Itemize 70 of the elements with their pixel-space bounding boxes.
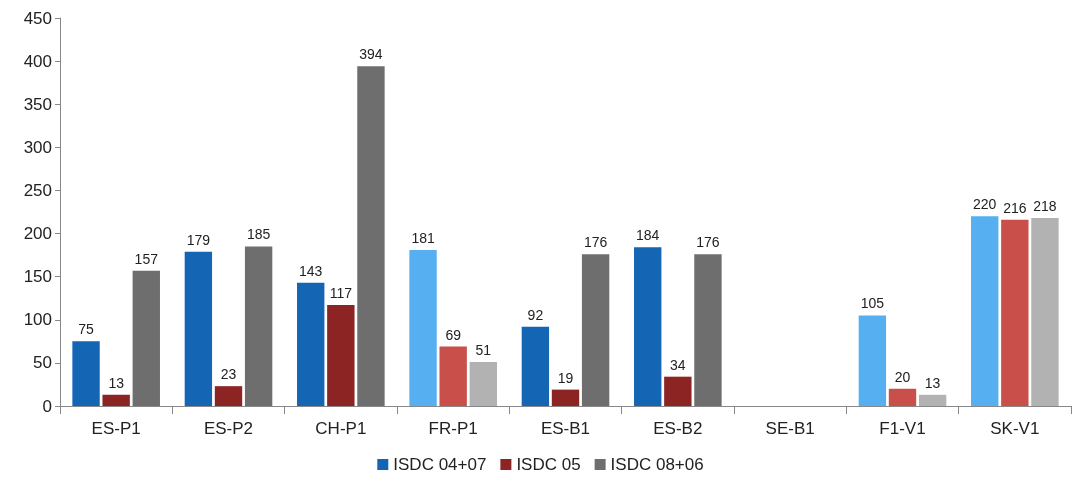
y-tick-label: 50 xyxy=(33,353,52,373)
y-tick-label: 100 xyxy=(23,310,52,330)
bar xyxy=(1031,218,1059,406)
data-label: 181 xyxy=(411,229,435,246)
bar xyxy=(184,251,213,406)
data-label: 117 xyxy=(329,285,353,302)
x-tick-label: ES-P1 xyxy=(91,419,141,438)
bar xyxy=(102,394,130,406)
data-label: 176 xyxy=(583,234,608,251)
bar xyxy=(521,326,550,406)
bar xyxy=(297,282,325,406)
y-tick-label: 450 xyxy=(23,8,52,28)
data-label: 220 xyxy=(973,196,997,213)
x-tick-label: CH-P1 xyxy=(315,419,367,438)
legend-label: ISDC 04+07 xyxy=(393,455,487,474)
data-label: 216 xyxy=(1003,199,1027,216)
bar xyxy=(888,388,917,406)
bar xyxy=(551,389,580,406)
bar xyxy=(971,216,999,406)
bar xyxy=(1001,219,1029,406)
x-tick-label: FR-P1 xyxy=(428,419,478,438)
data-label: 176 xyxy=(696,234,720,251)
x-tick-label: ES-P2 xyxy=(203,419,254,438)
data-label: 51 xyxy=(475,342,492,359)
data-label: 13 xyxy=(108,374,125,391)
y-tick-label: 300 xyxy=(23,137,52,157)
x-tick-label: ES-B2 xyxy=(653,419,703,438)
x-tick-label: ES-B1 xyxy=(540,419,591,438)
y-tick-label: 200 xyxy=(23,224,52,244)
data-label: 105 xyxy=(860,295,885,312)
data-label: 185 xyxy=(246,226,271,243)
bar xyxy=(581,254,610,406)
bar xyxy=(132,270,160,406)
y-tick-label: 250 xyxy=(23,180,52,200)
data-label: 13 xyxy=(924,374,941,391)
data-label: 75 xyxy=(78,321,95,338)
data-label: 218 xyxy=(1033,198,1057,215)
data-label: 143 xyxy=(299,262,323,279)
data-label: 23 xyxy=(220,366,237,383)
bar xyxy=(694,254,722,406)
x-tick-label: SK-V1 xyxy=(990,419,1040,438)
data-label: 34 xyxy=(670,356,686,373)
data-label: 394 xyxy=(359,46,383,63)
bar xyxy=(918,394,947,406)
bar xyxy=(858,315,887,406)
y-tick-label: 150 xyxy=(23,267,52,287)
bar xyxy=(244,246,273,406)
legend-label: ISDC 08+06 xyxy=(610,455,704,474)
bar xyxy=(469,362,497,406)
data-label: 184 xyxy=(636,227,660,244)
data-label: 20 xyxy=(894,368,911,385)
bar xyxy=(664,376,692,406)
bar xyxy=(409,249,437,406)
bar xyxy=(72,341,100,406)
x-tick-label: SE-B1 xyxy=(765,419,815,438)
bar xyxy=(634,247,662,406)
y-tick-label: 350 xyxy=(23,94,52,114)
data-label: 157 xyxy=(134,250,159,267)
data-label: 179 xyxy=(186,231,211,248)
data-label: 92 xyxy=(527,306,544,323)
bar xyxy=(357,66,385,406)
bar xyxy=(327,305,355,406)
bar xyxy=(439,346,467,406)
bar xyxy=(214,386,243,406)
y-tick-label: 400 xyxy=(23,51,52,71)
data-label: 19 xyxy=(557,369,574,386)
data-label: 69 xyxy=(445,326,462,343)
x-tick-label: F1-V1 xyxy=(879,419,926,438)
y-tick-label: 0 xyxy=(42,396,52,416)
legend-label: ISDC 05 xyxy=(516,455,581,474)
